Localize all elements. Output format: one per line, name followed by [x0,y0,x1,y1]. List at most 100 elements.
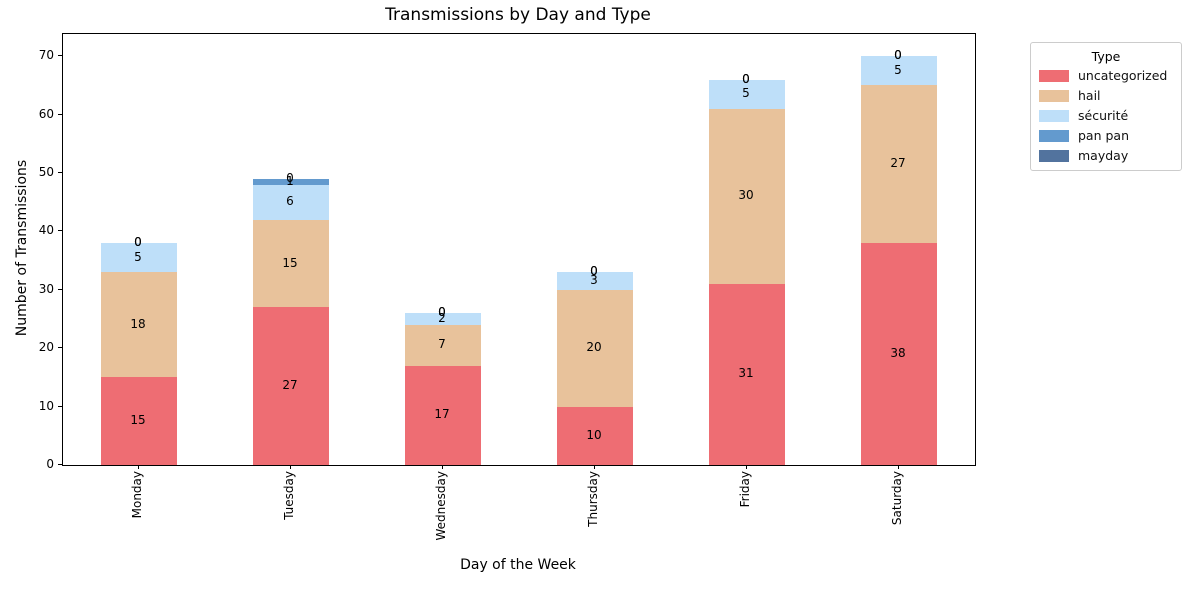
bar-segment-sécurité [101,243,177,273]
bar-value-label: 27 [282,378,298,393]
x-tick-label: Wednesday [434,471,448,541]
bar-value-label: 20 [586,340,602,355]
bar-segment-hail [405,324,481,366]
bar-value-label: 5 [894,62,902,77]
bar-value-label: 10 [586,427,602,442]
bar-segment-sécurité [405,313,481,325]
bar-value-label: 0 [134,235,142,250]
legend-label: pan pan [1078,128,1130,143]
bar-value-label: 15 [282,255,298,270]
x-tick-label: Monday [130,471,144,519]
y-tick-mark [58,347,62,349]
bar-segment-hail [557,289,633,407]
bar-value-label: 0 [590,264,598,279]
y-tick-label: 60 [38,106,54,121]
legend-swatch-hail [1039,89,1069,102]
bar-segment-uncategorized [405,365,481,465]
y-tick-mark [58,55,62,57]
x-tick-mark [442,465,443,469]
bar-value-label: 0 [894,48,902,63]
plot-area [62,33,976,466]
legend-label: sécurité [1078,108,1129,123]
bar-value-label: 0 [438,305,446,320]
x-tick-label: Thursday [586,471,600,527]
bar-value-label: 0 [742,71,750,86]
legend-label: mayday [1078,148,1129,163]
legend-item: uncategorized [1039,69,1173,82]
y-tick-label: 70 [38,48,54,63]
bar-value-label: 7 [438,337,446,352]
y-tick-mark [58,464,62,465]
bar-segment-sécurité [709,79,785,109]
bar-value-label: 5 [742,86,750,101]
bar-segment-pan-pan [253,178,329,185]
x-tick-mark [594,465,595,469]
y-tick-label: 20 [38,340,54,355]
bar-value-label: 17 [434,407,450,422]
bar-value-label: 2 [438,310,446,325]
y-tick-mark [58,113,62,115]
bar-value-label: 6 [286,194,294,209]
bar-segment-hail [101,272,177,378]
bar-value-label: 27 [890,156,906,171]
bar-value-label: 31 [738,366,754,381]
legend-items: uncategorized hail sécurité pan pan mayday [1039,69,1173,162]
y-tick-label: 40 [38,223,54,238]
bar-value-label: 15 [130,413,146,428]
x-tick-mark [290,465,291,469]
x-tick-label: Friday [738,471,752,508]
legend-swatch-uncategorized [1039,69,1069,82]
bar-value-label: 38 [890,346,906,361]
legend-label: uncategorized [1078,68,1168,83]
bar-segment-uncategorized [253,307,329,465]
x-tick-label: Saturday [890,471,904,526]
bar-segment-hail [253,219,329,308]
bar-segment-sécurité [861,56,937,86]
bar-value-label: 0 [742,71,750,86]
bar-value-label: 0 [286,170,294,185]
x-axis-label: Day of the Week [460,557,576,573]
y-axis-label: Number of Transmissions [14,159,30,337]
legend-item: sécurité [1039,109,1173,122]
x-tick-mark [746,465,747,469]
y-tick-mark [58,230,62,232]
bar-segment-hail [709,108,785,284]
y-tick-mark [58,288,62,290]
bar-value-label: 1 [286,173,294,188]
legend-swatch-sécurité [1039,109,1069,122]
y-tick-label: 0 [46,457,54,471]
bar-segment-hail [861,85,937,244]
legend-item: hail [1039,89,1173,102]
y-tick-mark [58,171,62,173]
bar-value-label: 3 [590,273,598,288]
bar-value-label: 0 [894,48,902,63]
legend-swatch-mayday [1039,149,1069,162]
bar-value-label: 5 [134,249,142,264]
chart-title: Transmissions by Day and Type [385,5,651,25]
x-tick-mark [898,465,899,469]
bar-segment-sécurité [253,184,329,220]
bar-segment-uncategorized [709,283,785,465]
bar-segment-uncategorized [557,406,633,465]
bar-value-label: 18 [130,316,146,331]
x-tick-label: Tuesday [282,471,296,520]
x-tick-mark [138,465,139,469]
legend: Type uncategorized hail sécurité pan pan may… [1030,42,1182,171]
bar-value-label: 0 [134,235,142,250]
bar-value-label: 30 [738,188,754,203]
legend-label: hail [1078,88,1101,103]
bar-segment-uncategorized [101,377,177,465]
bar-value-label: 0 [590,264,598,279]
legend-item: pan pan [1039,129,1173,142]
legend-item: mayday [1039,149,1173,162]
y-tick-label: 10 [38,398,54,413]
bar-value-label: 0 [438,305,446,320]
bar-segment-uncategorized [861,243,937,465]
legend-title: Type [1091,49,1121,64]
bar-segment-sécurité [557,272,633,290]
y-tick-label: 30 [38,281,54,296]
y-tick-mark [58,405,62,407]
y-tick-label: 50 [38,164,54,179]
legend-swatch-pan-pan [1039,129,1069,142]
